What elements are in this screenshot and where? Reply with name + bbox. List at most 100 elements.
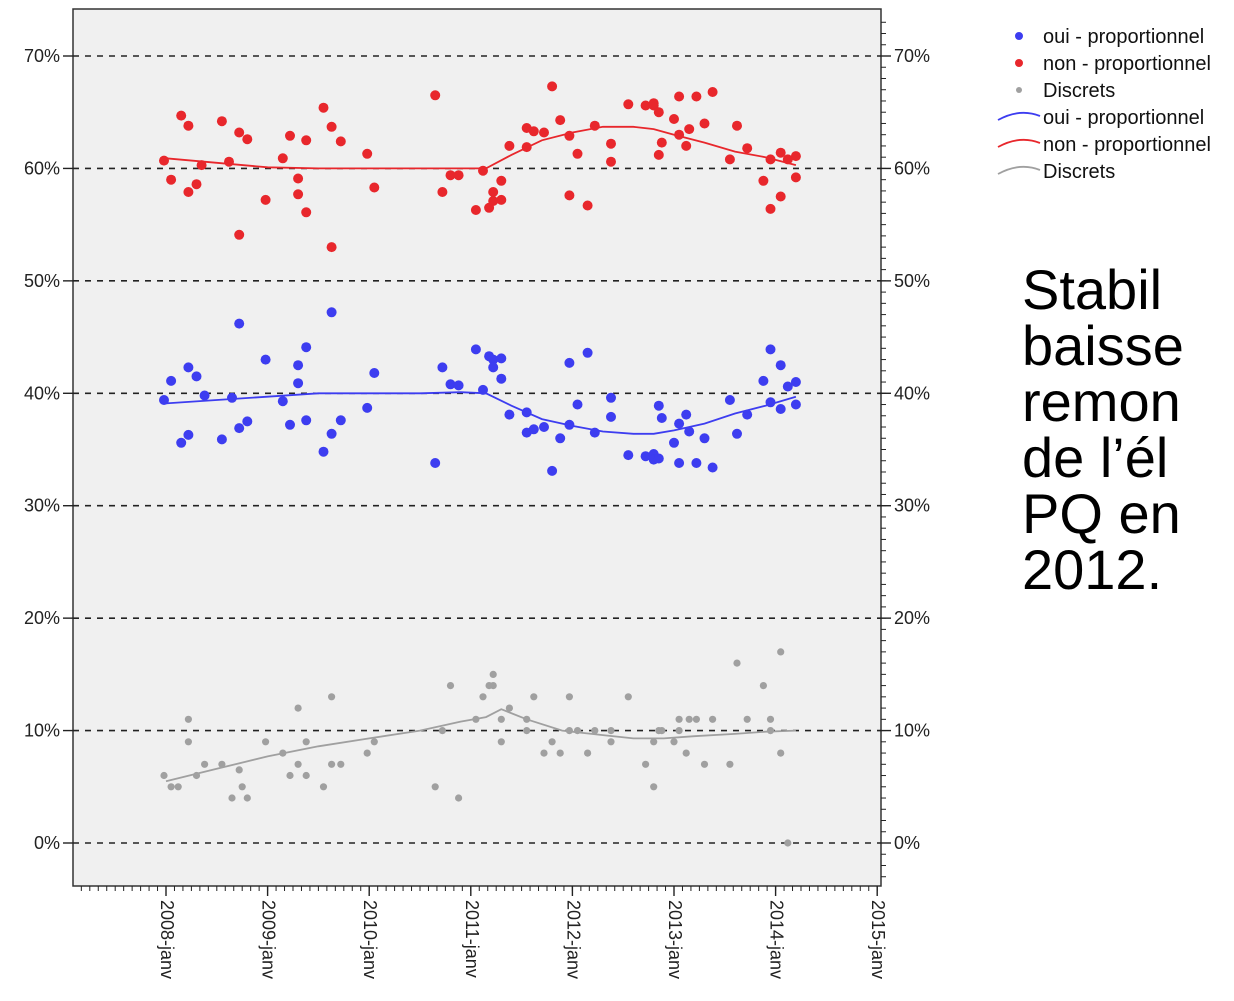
data-point <box>674 458 685 468</box>
data-point <box>584 749 592 757</box>
slide-text-line-5: PQ en <box>1022 482 1181 545</box>
data-point <box>547 465 558 476</box>
data-point <box>607 727 615 735</box>
y-tick-label-left: 70% <box>24 46 60 66</box>
x-tick-label: 2014-janv <box>767 900 787 979</box>
data-point <box>369 368 380 378</box>
data-point <box>699 433 710 444</box>
data-point <box>363 749 371 757</box>
plot-area <box>72 8 882 887</box>
y-tick-label-right: 50% <box>894 271 930 291</box>
data-point <box>301 415 312 426</box>
data-point <box>478 165 488 176</box>
data-point <box>293 189 304 200</box>
data-point <box>497 738 505 746</box>
data-point <box>224 156 234 167</box>
data-point <box>732 428 742 439</box>
data-point <box>369 182 380 193</box>
y-tick-label-left: 40% <box>24 383 60 403</box>
data-point <box>523 715 531 723</box>
data-point <box>591 727 599 735</box>
data-point <box>302 771 310 780</box>
data-point <box>765 397 776 408</box>
data-point <box>733 659 741 667</box>
data-point <box>555 115 566 126</box>
data-point <box>159 395 169 405</box>
y-tick-label-right: 0% <box>894 833 920 853</box>
data-point <box>564 130 575 141</box>
y-tick-label-left: 30% <box>24 496 60 516</box>
data-point <box>766 715 775 723</box>
legend-marker <box>1015 59 1023 67</box>
data-point <box>286 771 294 780</box>
legend: oui - proportionnel non - proportionnel Di… <box>997 26 1211 183</box>
data-point <box>564 190 575 201</box>
data-point <box>293 360 304 371</box>
data-point <box>445 379 456 390</box>
data-point <box>709 715 717 723</box>
trend-line <box>165 125 797 170</box>
data-point <box>699 118 710 129</box>
data-point <box>488 196 499 206</box>
legend-label: non - proportionnel <box>1043 134 1211 156</box>
data-point <box>765 344 776 355</box>
data-point <box>497 715 505 723</box>
data-point <box>765 154 776 165</box>
data-point <box>777 749 785 757</box>
data-point <box>445 170 456 181</box>
data-point <box>640 100 651 111</box>
data-point <box>431 783 439 791</box>
data-point <box>669 114 679 124</box>
data-point <box>742 143 753 154</box>
data-point <box>326 242 337 253</box>
data-point <box>160 771 168 780</box>
data-point <box>607 738 615 746</box>
data-point <box>724 154 735 165</box>
data-point <box>539 422 549 432</box>
data-point <box>648 98 659 109</box>
data-point <box>707 462 718 473</box>
data-point <box>183 120 194 131</box>
data-point <box>174 783 182 791</box>
data-point <box>732 120 742 131</box>
data-point <box>726 760 734 768</box>
slide-text-line-1: Stabil <box>1022 262 1163 321</box>
data-point <box>238 783 246 791</box>
data-point <box>653 453 664 464</box>
data-point <box>446 682 455 690</box>
data-point <box>294 760 302 768</box>
data-point <box>765 203 776 214</box>
data-point <box>166 174 177 185</box>
data-point <box>564 419 575 430</box>
data-point <box>589 120 600 131</box>
data-point <box>565 693 574 701</box>
data-point <box>318 446 329 457</box>
data-point <box>528 424 539 435</box>
data-point <box>318 102 329 113</box>
x-tick-label: 2012-janv <box>563 900 583 979</box>
data-point <box>682 749 690 757</box>
data-point <box>775 404 786 414</box>
legend-label: oui - proportionnel <box>1043 26 1204 48</box>
data-point <box>653 149 664 160</box>
data-point <box>242 134 253 145</box>
data-point <box>790 172 801 183</box>
data-point <box>653 107 664 118</box>
data-point <box>505 704 513 712</box>
data-point <box>530 693 538 701</box>
data-point <box>437 187 448 197</box>
data-point <box>285 130 295 141</box>
data-point <box>235 766 243 774</box>
data-point <box>488 354 499 365</box>
data-point <box>328 760 336 768</box>
data-point <box>301 342 312 353</box>
data-point <box>277 396 288 407</box>
data-point <box>184 738 192 746</box>
data-point <box>782 381 793 392</box>
y-tick-label-left: 10% <box>24 721 60 741</box>
data-point <box>640 451 651 462</box>
data-point <box>790 151 801 162</box>
data-point <box>166 375 177 386</box>
data-point <box>547 81 558 92</box>
